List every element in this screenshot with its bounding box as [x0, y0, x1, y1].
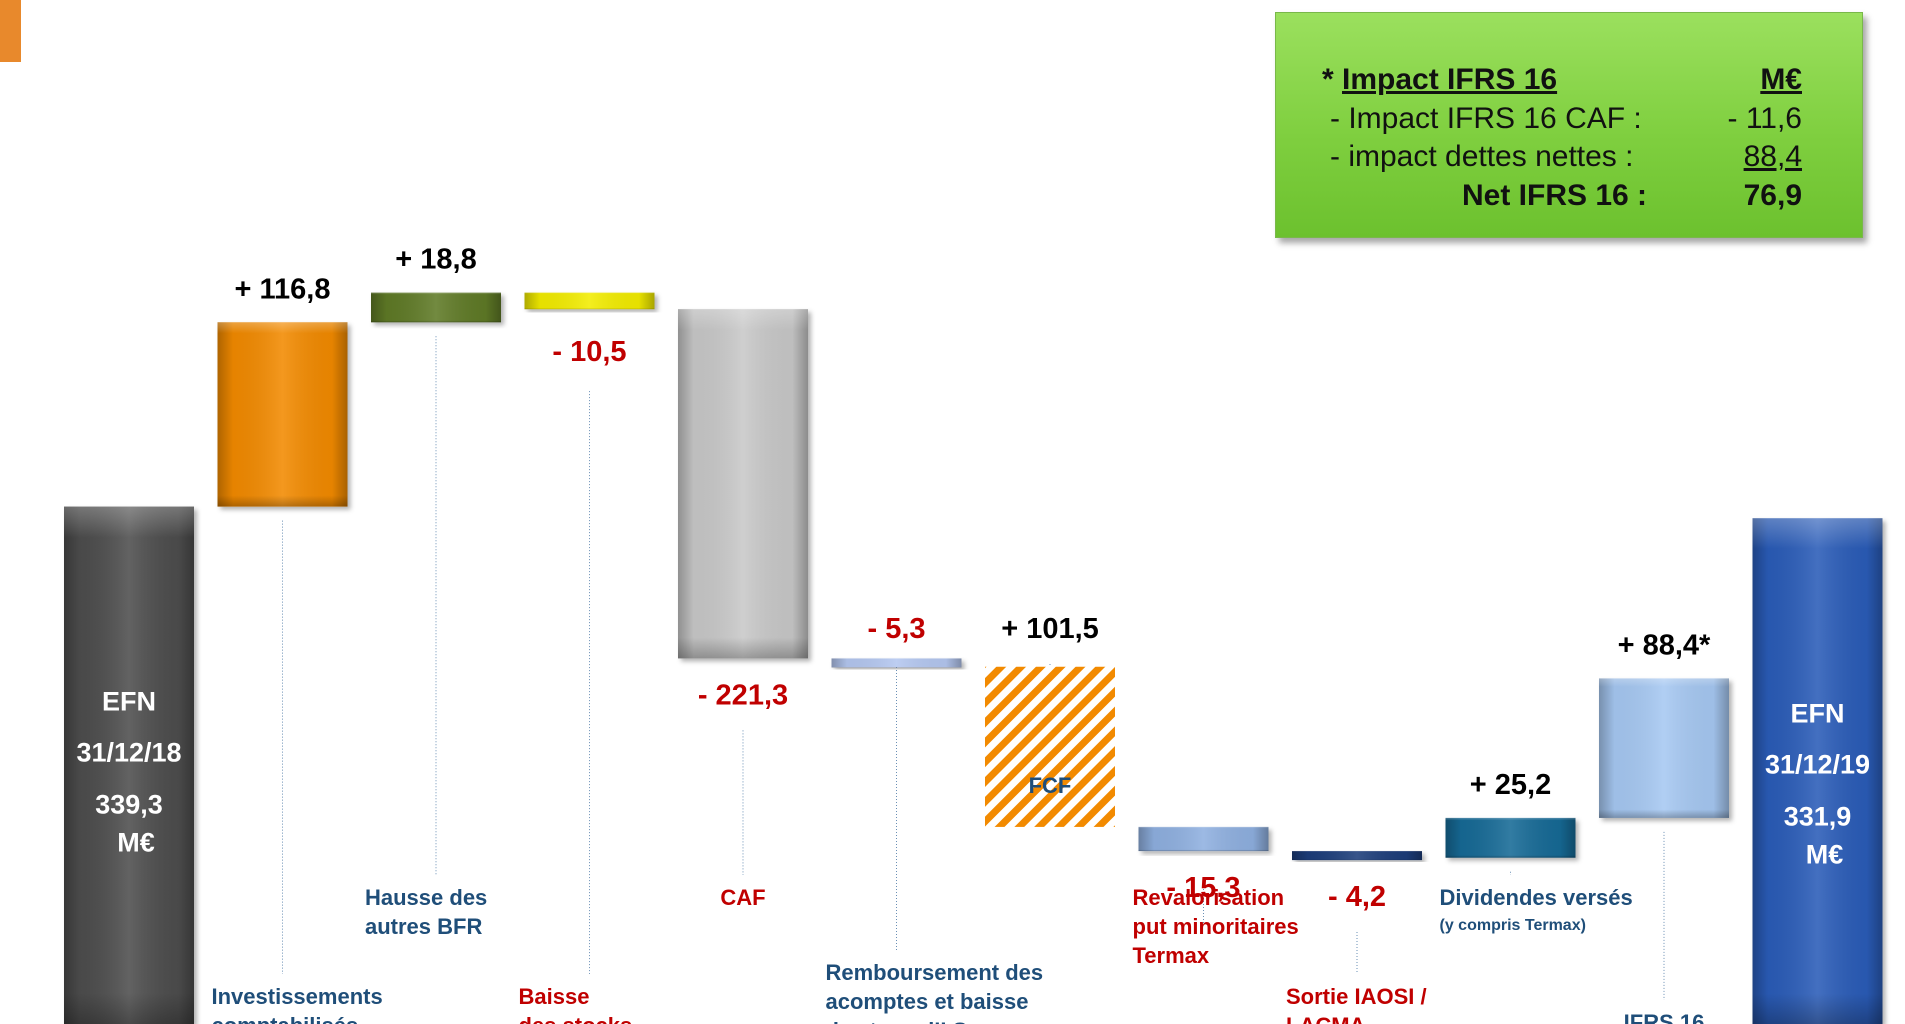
ifrs-row-debt-label: - impact dettes nettes : [1330, 140, 1634, 173]
bar-bevel-8 [1292, 851, 1422, 861]
category-label-hausse-des-autres-bfr-0: Hausse des [365, 885, 487, 910]
value-label-remboursement-des-acomptes-et-baisse-des-taux-d-i-s: - 5,3 [867, 613, 925, 645]
ifrs-row-caf-label: - Impact IFRS 16 CAF : [1330, 102, 1642, 135]
value-label-revalorisation-put-minoritaires-termax: - 15,3 [1166, 872, 1240, 904]
category-label-revalorisation-put-minoritaires-termax-1: put minoritaires [1133, 914, 1299, 939]
bar-bevel-3 [524, 292, 655, 310]
category-label-revalorisation-put-minoritaires-termax-2: Termax [1133, 943, 1210, 968]
category-label-sortie-iaosi-lacma-1: LACMA [1286, 1013, 1366, 1024]
category-label-remboursement-des-acomptes-et-baisse-des-taux-d-i-s-2: des taux d’I.S [826, 1018, 968, 1024]
bar-fcf-6 [985, 666, 1115, 827]
value-label-dividendes-vers-s: + 25,2 [1470, 769, 1551, 801]
ifrs-row-net-value: 76,9 [1743, 179, 1802, 212]
bar-bevel-4 [678, 309, 808, 659]
bar-bevel-7 [1138, 826, 1269, 852]
ifrs-box-unit: M€ [1760, 63, 1802, 96]
bar-bevel-2 [371, 292, 501, 323]
total-label-11-0: EFN [1791, 698, 1845, 728]
ifrs-row-caf-value: - 11,6 [1727, 102, 1803, 135]
value-label-caf: - 221,3 [698, 679, 788, 711]
total-label-0-1: 31/12/18 [76, 738, 181, 768]
category-label-caf-0: CAF [720, 885, 765, 910]
bar-bevel-10 [1599, 678, 1729, 818]
category-label-baisse-des-stocks-0: Baisse [519, 984, 590, 1009]
category-label-remboursement-des-acomptes-et-baisse-des-taux-d-i-s-1: acomptes et baisse [826, 989, 1029, 1014]
value-label-ifrs-16: + 88,4* [1618, 629, 1711, 661]
total-label-11-1: 31/12/19 [1765, 749, 1870, 779]
total-label-0-0: EFN [102, 687, 156, 717]
category-label-revalorisation-put-minoritaires-termax-0: Revalorisation [1133, 885, 1285, 910]
category-label-sortie-iaosi-lacma-0: Sortie IAOSI / [1286, 984, 1427, 1009]
value-label-investissements-comptabilis-s: + 116,8 [235, 273, 331, 305]
category-label-hausse-des-autres-bfr-1: autres BFR [365, 914, 482, 939]
category-label-ifrs-16-0: IFRS 16 [1624, 1010, 1705, 1024]
category-label-investissements-comptabilis-s-0: Investissements [212, 984, 383, 1009]
bar-bevel-5 [831, 658, 962, 668]
total-label-0-3: M€ [117, 828, 155, 858]
ifrs-box-title: * Impact IFRS 16 [1322, 63, 1558, 96]
ifrs16-impact-box: * Impact IFRS 16 M€ - Impact IFRS 16 CAF… [1275, 12, 1863, 238]
bar-bevel-9 [1445, 817, 1576, 858]
value-label-fcf: + 101,5 [1001, 613, 1099, 645]
category-label-dividendes-vers-s-0: Dividendes versés [1440, 885, 1633, 910]
category-label-remboursement-des-acomptes-et-baisse-des-taux-d-i-s-0: Remboursement des [826, 960, 1044, 985]
total-label-11-2: 331,9 [1784, 801, 1852, 831]
bar-bevel-0 [64, 506, 194, 1024]
corner-accent-mark [0, 0, 21, 62]
bar-bevel-11 [1752, 518, 1883, 1024]
value-label-sortie-iaosi-lacma: - 4,2 [1328, 881, 1386, 913]
bar-bevel-1 [217, 322, 348, 507]
ifrs-row-debt-value: 88,4 [1743, 140, 1802, 173]
total-label-0-2: 339,3 [95, 790, 163, 820]
ifrs-row-net-label: Net IFRS 16 : [1462, 179, 1648, 212]
category-label-investissements-comptabilis-s-1: comptabilisés [212, 1013, 359, 1024]
total-label-11-3: M€ [1806, 839, 1844, 869]
value-label-baisse-des-stocks: - 10,5 [552, 336, 626, 368]
category-note-dividendes-vers-s: (y compris Termax) [1440, 917, 1586, 934]
category-label-baisse-des-stocks-1: des stocks [519, 1013, 633, 1024]
category-label-fcf-0: FCF [1029, 773, 1072, 798]
value-label-hausse-des-autres-bfr: + 18,8 [395, 244, 476, 276]
